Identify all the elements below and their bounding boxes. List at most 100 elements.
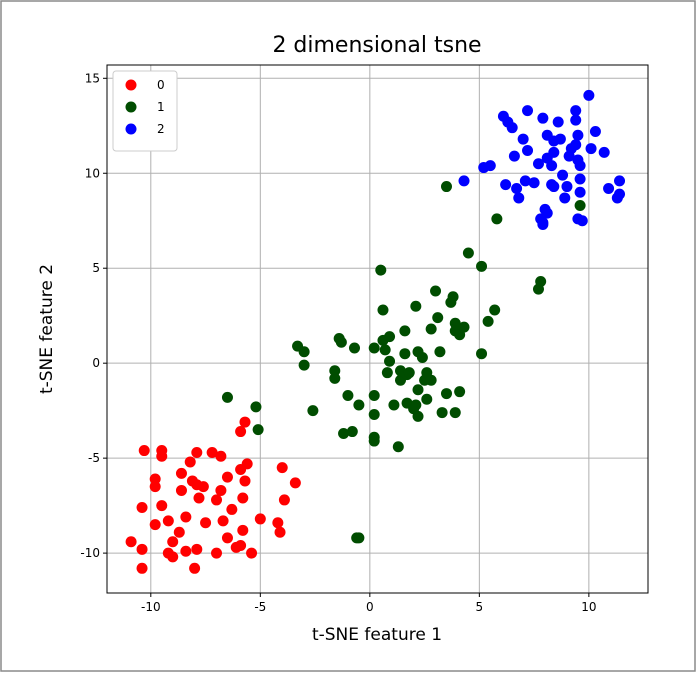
point (377, 304, 389, 316)
x-tick-label: 0 (366, 600, 374, 614)
point (221, 532, 233, 544)
point (215, 450, 227, 462)
point (384, 355, 396, 367)
point (522, 105, 534, 117)
point (583, 89, 595, 101)
point (476, 260, 488, 272)
point (149, 519, 161, 531)
point (353, 399, 365, 411)
point (200, 517, 212, 529)
point (425, 374, 437, 386)
point (235, 426, 247, 438)
point (276, 462, 288, 474)
point (454, 386, 466, 398)
point (574, 200, 586, 212)
point (500, 179, 512, 191)
y-axis-label: t-SNE feature 2 (37, 264, 57, 394)
point (570, 105, 582, 117)
point (506, 122, 518, 134)
x-tick-label: -5 (254, 600, 266, 614)
point (368, 342, 380, 354)
point (221, 471, 233, 483)
point (335, 336, 347, 348)
y-tick-label: 10 (85, 166, 100, 180)
point (191, 446, 203, 458)
point (180, 545, 192, 557)
point (412, 410, 424, 422)
legend-label: 0 (157, 78, 165, 92)
y-tick-label: 15 (85, 71, 100, 85)
point (250, 401, 262, 413)
legend-label: 1 (157, 100, 165, 114)
point (570, 114, 582, 126)
point (180, 511, 192, 523)
point (559, 192, 571, 204)
point (221, 391, 233, 403)
point (388, 399, 400, 411)
point (351, 532, 363, 544)
point (237, 492, 249, 504)
point (399, 325, 411, 337)
point (574, 186, 586, 198)
point (272, 517, 284, 529)
point (368, 435, 380, 447)
point (254, 513, 266, 525)
point (215, 484, 227, 496)
point (513, 192, 525, 204)
chart-title: 2 dimensional tsne (272, 33, 481, 58)
point (191, 543, 203, 555)
point (298, 346, 310, 358)
y-tick-label: 5 (92, 261, 100, 275)
point (149, 473, 161, 485)
point (598, 146, 610, 158)
point (211, 547, 223, 559)
point (167, 551, 179, 563)
y-tick-label: -10 (80, 546, 100, 560)
point (574, 173, 586, 185)
x-axis-label: t-SNE feature 1 (312, 625, 442, 645)
point (537, 219, 549, 231)
point (440, 388, 452, 400)
point (458, 175, 470, 187)
point (173, 526, 185, 538)
point (136, 543, 148, 555)
point (379, 344, 391, 356)
point (410, 300, 422, 312)
legend-marker (125, 101, 137, 113)
point (392, 441, 404, 453)
point (589, 125, 601, 137)
point (458, 321, 470, 333)
point (572, 129, 584, 141)
point (342, 389, 354, 401)
point (440, 181, 452, 193)
point (476, 348, 488, 360)
point (381, 367, 393, 379)
point (611, 192, 623, 204)
point (346, 426, 358, 438)
point (307, 405, 319, 417)
point (410, 399, 422, 411)
point (484, 160, 496, 172)
point (193, 492, 205, 504)
point (138, 445, 150, 457)
point (557, 169, 569, 181)
point (462, 247, 474, 259)
point (149, 481, 161, 493)
point (156, 500, 168, 512)
point (603, 182, 615, 194)
point (206, 446, 218, 458)
point (535, 276, 547, 288)
point (430, 285, 442, 297)
point (432, 312, 444, 324)
legend-box (112, 70, 178, 152)
y-tick-label: 0 (92, 356, 100, 370)
point (449, 317, 461, 329)
point (329, 372, 341, 384)
point (541, 207, 553, 219)
point (162, 515, 174, 527)
point (278, 494, 290, 506)
legend-label: 2 (157, 122, 165, 136)
